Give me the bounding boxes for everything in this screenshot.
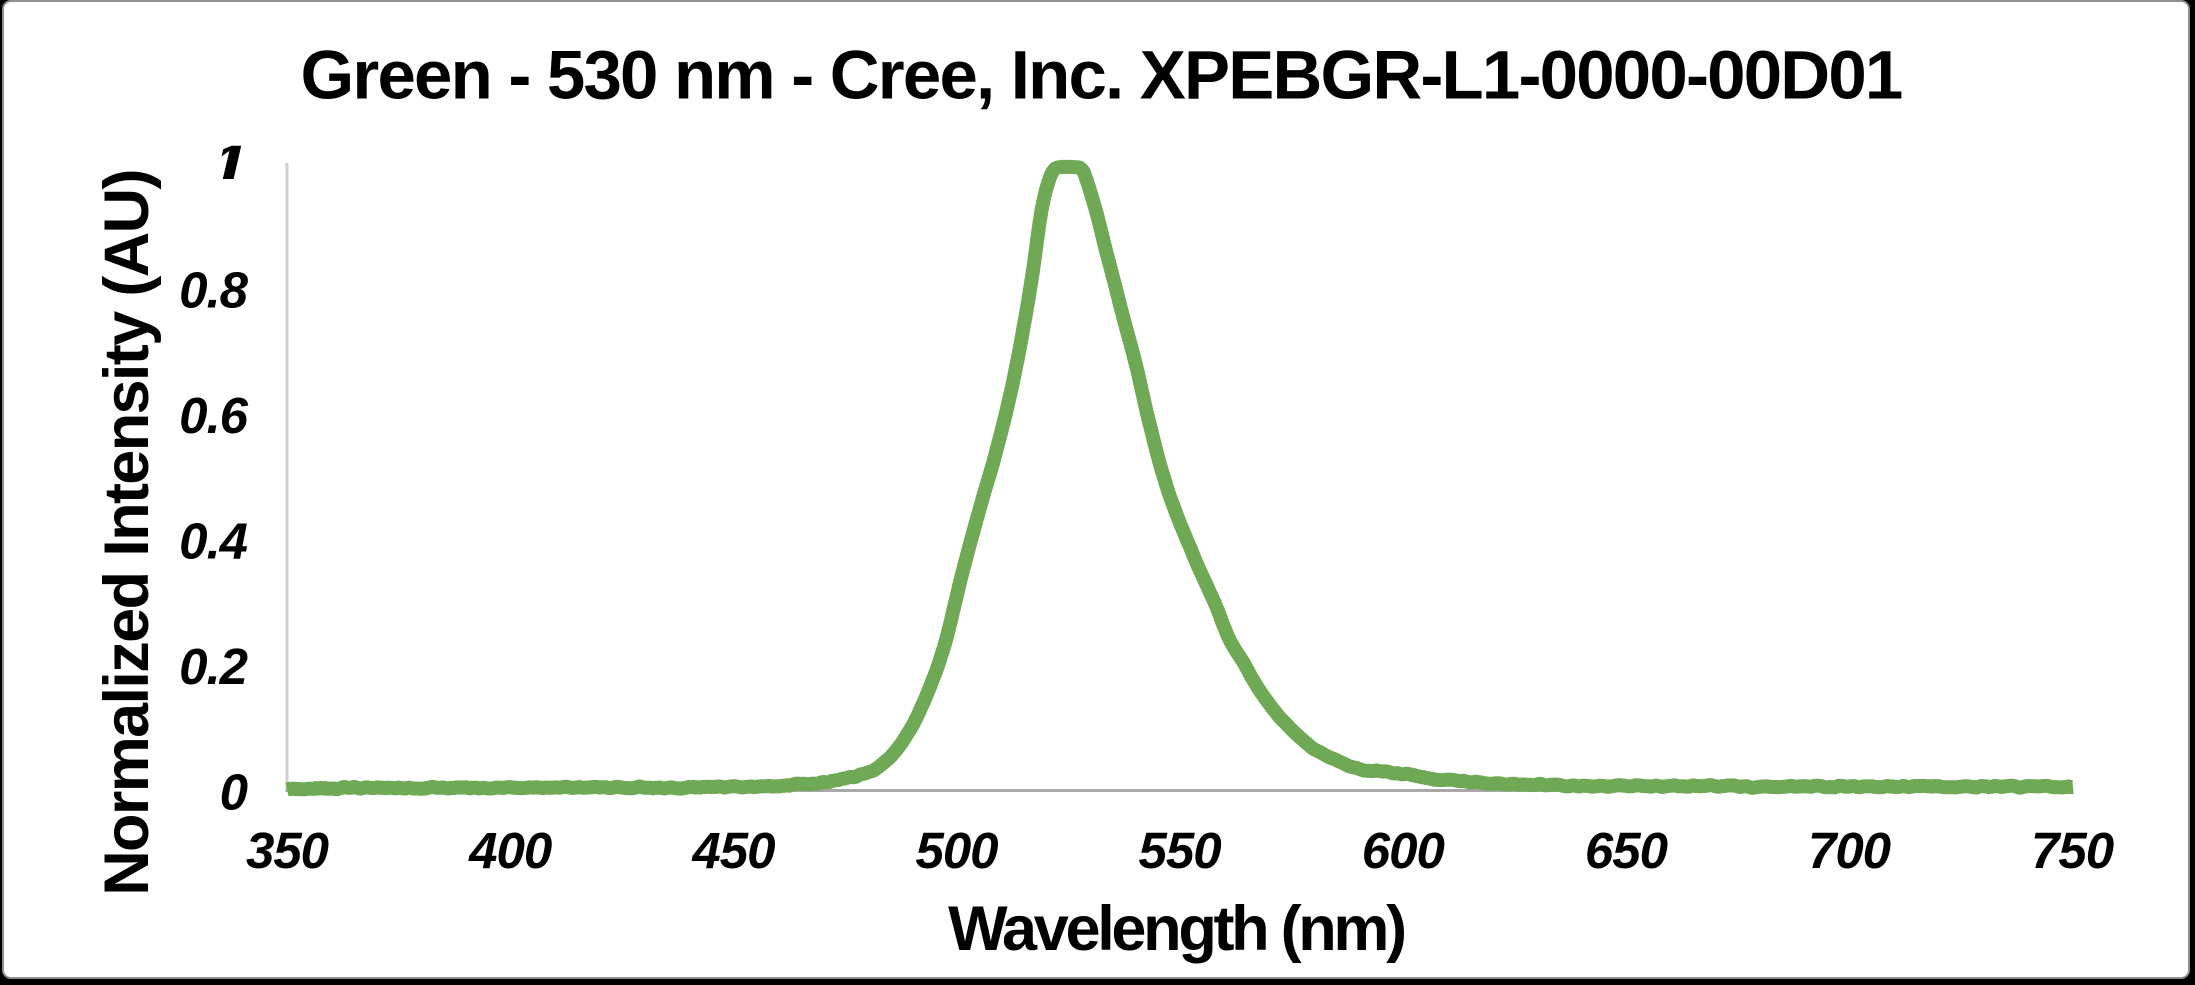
svg-text:0.2: 0.2 <box>179 638 248 695</box>
svg-text:700: 700 <box>1808 822 1891 879</box>
svg-text:0.6: 0.6 <box>179 387 249 444</box>
svg-text:Wavelength (nm): Wavelength (nm) <box>948 894 1404 964</box>
svg-text:0.4: 0.4 <box>179 513 248 570</box>
svg-text:550: 550 <box>1139 822 1222 879</box>
svg-text:350: 350 <box>246 822 329 879</box>
svg-text:450: 450 <box>691 822 775 879</box>
svg-text:600: 600 <box>1362 822 1445 879</box>
svg-text:0: 0 <box>220 764 248 821</box>
svg-text:750: 750 <box>2031 822 2114 879</box>
svg-text:0.8: 0.8 <box>179 262 249 319</box>
svg-text:400: 400 <box>468 822 552 879</box>
svg-text:Green - 530 nm - Cree, Inc. XP: Green - 530 nm - Cree, Inc. XPEBGR-L1-00… <box>301 37 1902 114</box>
svg-text:500: 500 <box>915 822 998 879</box>
svg-text:650: 650 <box>1585 822 1668 879</box>
svg-text:Normalized Intensity (AU): Normalized Intensity (AU) <box>92 170 162 896</box>
